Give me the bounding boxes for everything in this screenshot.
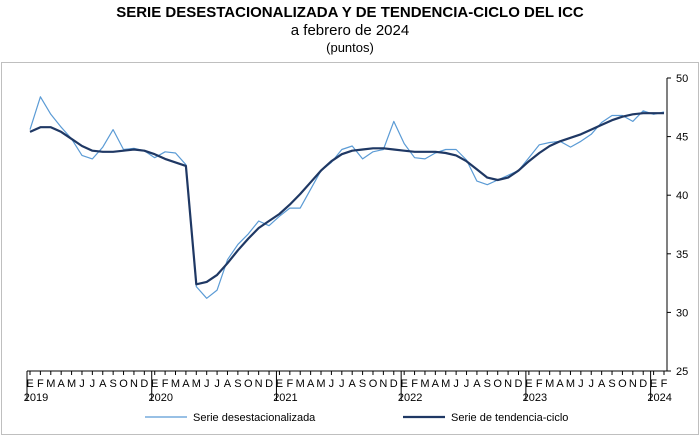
x-tick-label: A [307,378,315,390]
x-tick-label: S [359,378,366,390]
x-tick-label: M [545,378,554,390]
x-tick-label: J [578,378,584,390]
chart-subtitle: a febrero de 2024 [290,22,410,39]
x-tick-label: O [244,378,253,390]
x-tick-label: N [379,378,387,390]
x-tick-label: M [441,378,450,390]
x-tick-label: E [151,378,158,390]
x-tick-label: A [182,378,190,390]
x-tick-label: M [192,378,201,390]
x-tick-label: A [58,378,66,390]
x-tick-label: J [79,378,85,390]
x-tick-label: A [473,378,481,390]
x-tick-label: D [515,378,523,390]
year-label: 2021 [273,392,297,404]
x-tick-label: A [349,378,357,390]
x-tick-label: A [99,378,107,390]
x-tick-label: D [639,378,647,390]
y-tick-label: 25 [676,366,688,378]
x-tick-label: M [67,378,76,390]
x-tick-label: N [130,378,138,390]
x-tick-label: A [598,378,606,390]
x-tick-label: N [255,378,263,390]
x-tick-label: F [536,378,543,390]
y-tick-label: 50 [676,73,688,85]
x-tick-label: J [464,378,470,390]
x-tick-label: D [140,378,148,390]
x-tick-label: O [369,378,378,390]
x-tick-label: E [400,378,407,390]
series-line-desestacionalizada [29,96,665,299]
x-tick-label: J [329,378,335,390]
year-label: 2024 [647,392,671,404]
legend-label-desestacionalizada: Serie desestacionalizada [193,412,316,424]
x-tick-label: F [661,378,668,390]
x-tick-label: F [37,378,44,390]
x-tick-label: E [650,378,657,390]
y-tick-label: 45 [676,132,688,144]
x-tick-label: F [162,378,169,390]
year-label: 2019 [24,392,48,404]
x-tick-label: M [566,378,575,390]
x-tick-label: J [453,378,459,390]
y-tick-label: 35 [676,249,688,261]
x-tick-label: D [390,378,398,390]
year-label: 2023 [523,392,547,404]
x-tick-label: F [286,378,293,390]
chart-unit: (puntos) [326,40,374,55]
x-tick-label: S [109,378,116,390]
x-tick-label: N [504,378,512,390]
x-tick-label: O [119,378,128,390]
x-tick-label: A [224,378,232,390]
year-label: 2022 [398,392,422,404]
x-tick-label: E [276,378,283,390]
x-tick-label: J [214,378,220,390]
x-tick-label: D [265,378,273,390]
x-tick-label: S [234,378,241,390]
y-tick-label: 30 [676,307,688,319]
x-tick-label: M [420,378,429,390]
x-tick-label: O [493,378,502,390]
y-tick-label: 40 [676,190,688,202]
x-tick-label: A [556,378,564,390]
x-tick-label: N [629,378,637,390]
chart-frame [1,62,699,435]
title-block: SERIE DESESTACIONALIZADA Y DE TENDENCIA-… [0,4,700,56]
x-tick-label: E [525,378,532,390]
legend: Serie desestacionalizada Serie de tenden… [145,412,568,424]
x-tick-label: M [296,378,305,390]
chart-title: SERIE DESESTACIONALIZADA Y DE TENDENCIA-… [116,4,584,21]
x-tick-label: S [608,378,615,390]
x-tick-label: E [26,378,33,390]
year-label: 2020 [148,392,172,404]
x-tick-label: O [618,378,627,390]
series-line-tendencia-ciclo [29,112,664,286]
x-tick-label: A [432,378,440,390]
x-tick-label: J [339,378,345,390]
x-tick-label: J [588,378,594,390]
legend-label-tendencia: Serie de tendencia-ciclo [451,412,568,424]
x-tick-label: J [90,378,96,390]
x-tick-label: M [171,378,180,390]
x-tick-label: M [316,378,325,390]
x-tick-label: F [411,378,418,390]
x-tick-label: J [204,378,210,390]
x-tick-label: S [484,378,491,390]
x-tick-label: M [46,378,55,390]
